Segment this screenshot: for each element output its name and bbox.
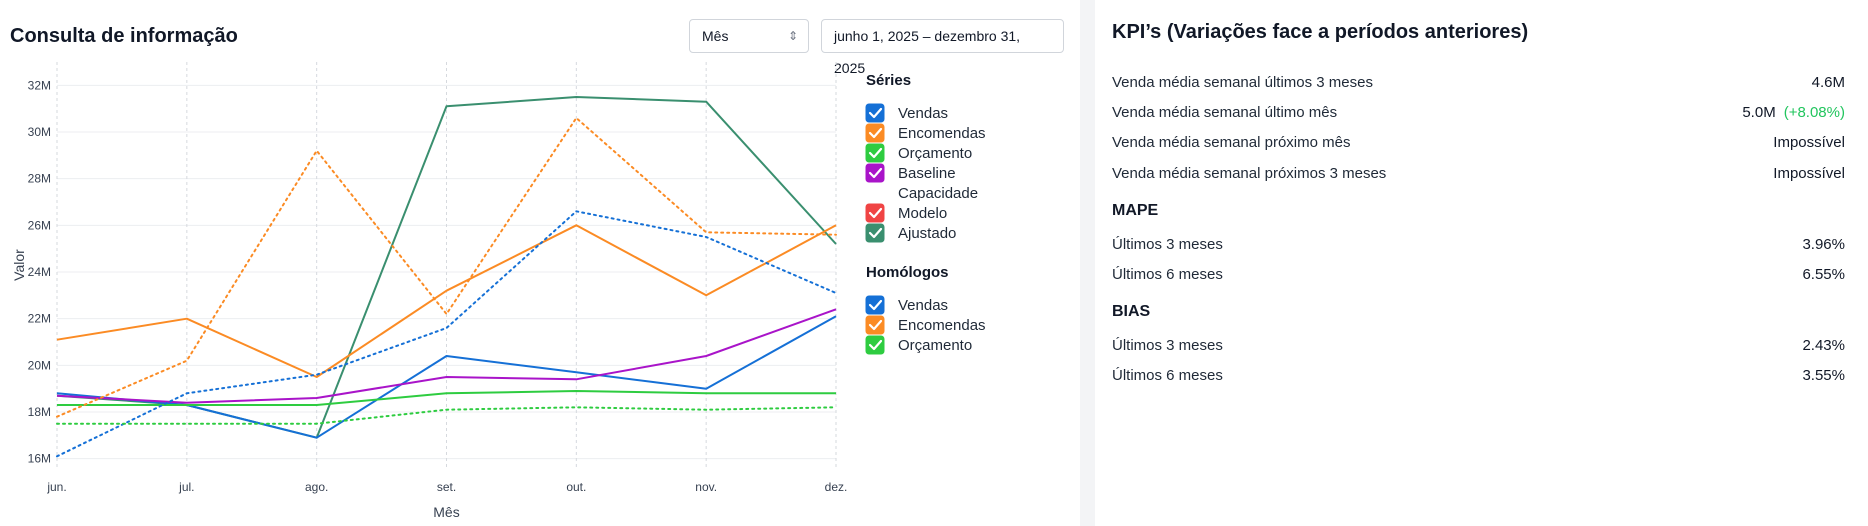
mape-title: MAPE (1112, 202, 1159, 219)
mape-row: Últimos 6 meses 6.55% (1112, 266, 1845, 286)
kpi-label: Venda média semanal último mês (1112, 104, 1338, 121)
legend-checkbox[interactable] (865, 315, 885, 335)
check-icon (868, 167, 883, 179)
legend-item-label[interactable]: Ajustado (898, 225, 956, 242)
kpi-value: 3.96% (1802, 236, 1845, 253)
series-line (56, 406, 837, 425)
legend-item-label[interactable]: Baseline (898, 165, 956, 182)
kpi-value: Impossível (1773, 134, 1845, 151)
period-select[interactable]: Mês ⇕ (689, 19, 809, 53)
x-tick-label: set. (437, 480, 456, 494)
date-range-value: junho 1, 2025 – dezembro 31, 2025 (834, 28, 1021, 76)
legend-item-label[interactable]: Modelo (898, 205, 947, 222)
kpi-label: Últimos 6 meses (1112, 266, 1223, 283)
bias-row: Últimos 6 meses 3.55% (1112, 367, 1845, 387)
legend-item-label[interactable]: Capacidade (898, 185, 978, 202)
series-line (56, 210, 837, 458)
series-line (56, 117, 837, 418)
y-tick-label: 24M (28, 265, 51, 279)
kpi-row: Venda média semanal próximos 3 meses Imp… (1112, 165, 1845, 185)
y-tick-label: 26M (28, 218, 51, 232)
legend-checkbox[interactable] (865, 143, 885, 163)
period-select-value: Mês (702, 28, 729, 44)
legend-group-title: Séries (866, 72, 911, 89)
chart-title: Consulta de informação (10, 25, 238, 47)
x-tick-label: nov. (695, 480, 717, 494)
legend-item-label[interactable]: Vendas (898, 297, 948, 314)
check-icon (868, 339, 883, 351)
check-icon (868, 299, 883, 311)
kpi-label: Últimos 3 meses (1112, 337, 1223, 354)
bias-title: BIAS (1112, 303, 1151, 320)
legend-checkbox[interactable] (865, 183, 885, 203)
legend-checkbox[interactable] (865, 203, 885, 223)
kpi-value: Impossível (1773, 165, 1845, 182)
y-tick-label: 18M (28, 405, 51, 419)
legend-checkbox[interactable] (865, 223, 885, 243)
kpi-row: Venda média semanal próximo mês Impossív… (1112, 134, 1845, 154)
kpi-label: Últimos 6 meses (1112, 367, 1223, 384)
legend-checkbox[interactable] (865, 123, 885, 143)
kpi-delta: (+8.08%) (1783, 104, 1845, 121)
kpi-panel: KPI’s (Variações face a períodos anterio… (1095, 0, 1868, 526)
series-line (57, 390, 836, 406)
chart-panel: Consulta de informação Mês ⇕ junho 1, 20… (0, 0, 1080, 526)
check-icon (868, 227, 883, 239)
series-line (56, 224, 837, 378)
kpi-row: Venda média semanal últimos 3 meses 4.6M (1112, 74, 1845, 94)
check-icon (868, 127, 883, 139)
legend-checkbox[interactable] (865, 163, 885, 183)
legend-checkbox[interactable] (865, 103, 885, 123)
x-tick-label: jun. (46, 480, 66, 494)
kpi-label: Últimos 3 meses (1112, 236, 1223, 253)
date-range-picker[interactable]: junho 1, 2025 – dezembro 31, 2025 (821, 19, 1064, 76)
kpi-value: 6.55% (1802, 266, 1845, 283)
y-tick-label: 20M (28, 358, 51, 372)
updown-chevron-icon: ⇕ (787, 29, 798, 43)
mape-row: Últimos 3 meses 3.96% (1112, 236, 1845, 256)
legend-item-label[interactable]: Encomendas (898, 125, 986, 142)
kpi-value: 4.6M (1811, 74, 1845, 91)
y-tick-label: 30M (28, 125, 51, 139)
kpi-label: Venda média semanal próximos 3 meses (1112, 165, 1387, 182)
kpi-value: 5.0M (1742, 104, 1776, 121)
legend-checkbox[interactable] (865, 335, 885, 355)
kpi-row: Venda média semanal último mês 5.0M (+8.0… (1112, 104, 1845, 124)
y-tick-label: 22M (28, 312, 51, 326)
kpi-title: KPI’s (Variações face a períodos anterio… (1112, 21, 1529, 43)
legend-checkbox[interactable] (865, 295, 885, 315)
kpi-label: Venda média semanal próximo mês (1112, 134, 1351, 151)
y-axis-title: Valor (11, 249, 27, 281)
kpi-value: 2.43% (1802, 337, 1845, 354)
legend-item-label[interactable]: Orçamento (898, 337, 972, 354)
legend-item-label[interactable]: Encomendas (898, 317, 986, 334)
x-tick-label: out. (566, 480, 586, 494)
y-tick-label: 28M (28, 172, 51, 186)
y-tick-label: 16M (28, 452, 51, 466)
x-tick-label: jul. (178, 480, 194, 494)
kpi-value: 3.55% (1802, 367, 1845, 384)
y-tick-label: 32M (28, 78, 51, 92)
kpi-label: Venda média semanal últimos 3 meses (1112, 74, 1373, 91)
check-icon (868, 107, 883, 119)
legend-group-title: Homólogos (866, 264, 949, 281)
x-tick-label: dez. (825, 480, 848, 494)
x-tick-label: ago. (305, 480, 328, 494)
line-chart[interactable]: 16M 18M 20M 22M 24M 26M 28M 30M 32M jun. jul. ago. s… (0, 0, 1080, 526)
check-icon (868, 147, 883, 159)
x-axis-title: Mês (433, 504, 459, 520)
bias-row: Últimos 3 meses 2.43% (1112, 337, 1845, 357)
series-line (56, 308, 837, 404)
legend-item-label[interactable]: Vendas (898, 105, 948, 122)
check-icon (868, 319, 883, 331)
legend-item-label[interactable]: Orçamento (898, 145, 972, 162)
check-icon (868, 207, 883, 219)
